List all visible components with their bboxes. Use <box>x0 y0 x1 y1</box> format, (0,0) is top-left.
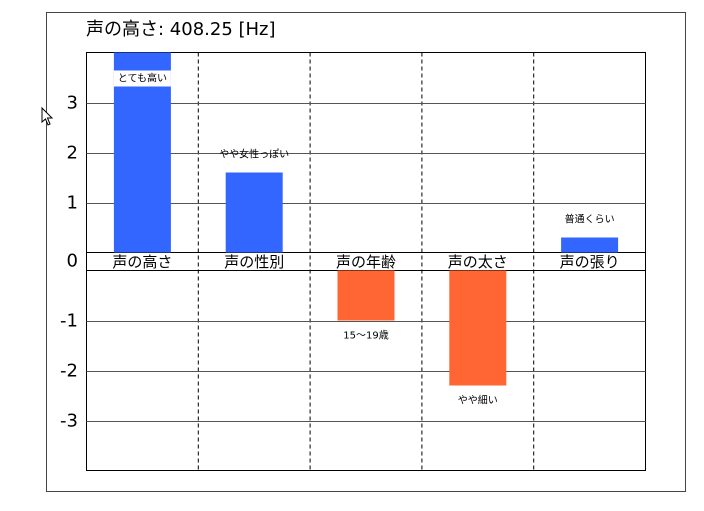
plot-area <box>86 52 646 471</box>
bar <box>337 270 395 321</box>
y-tick-label: 2 <box>67 143 78 164</box>
cursor <box>41 106 54 126</box>
annotation: やや細い <box>458 394 498 407</box>
annotation: やや女性っぽい <box>219 148 289 161</box>
x-tick-label: 声の高さ <box>112 253 172 271</box>
chart-title: 声の高さ: 408.25 [Hz] <box>86 19 276 40</box>
bar <box>561 237 619 253</box>
bar <box>449 270 507 386</box>
annotation: 15〜19歳 <box>343 330 388 342</box>
bar <box>225 172 283 253</box>
x-tick-label: 声の太さ <box>448 253 508 271</box>
y-tick-label: -3 <box>60 411 78 432</box>
y-tick-label: 3 <box>67 93 78 114</box>
y-tick-label: 0 <box>67 251 78 272</box>
x-tick-label: 声の張り <box>560 253 620 271</box>
x-tick-label: 声の性別 <box>224 253 284 271</box>
annotation: とても高い <box>118 72 167 85</box>
annotation-bg <box>113 70 171 87</box>
y-tick-label: 1 <box>67 193 78 214</box>
y-tick-label: -1 <box>60 311 78 332</box>
y-tick-label: -2 <box>60 361 78 382</box>
annotation: 普通くらい <box>565 213 615 226</box>
x-tick-label: 声の年齢 <box>336 253 396 271</box>
